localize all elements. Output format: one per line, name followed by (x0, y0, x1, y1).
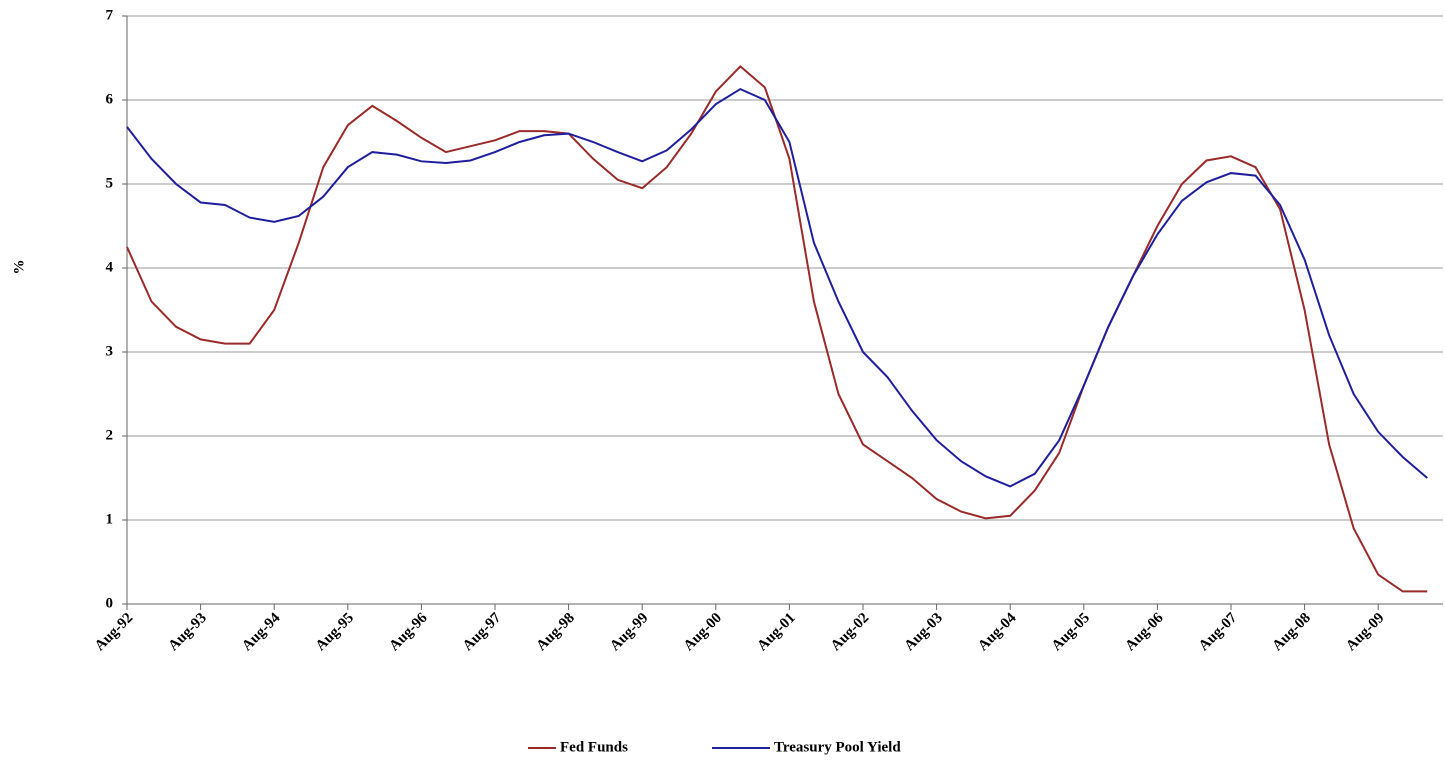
y-tick-label: 3 (106, 343, 114, 359)
x-tick-label: Aug-92 (92, 610, 136, 654)
x-tick-label: Aug-95 (313, 610, 357, 654)
y-tick-label: 1 (106, 511, 114, 527)
x-tick-label: Aug-97 (460, 610, 505, 655)
x-tick-label: Aug-96 (386, 610, 431, 655)
x-tick-label: Aug-94 (239, 610, 284, 655)
x-tick-label: Aug-08 (1270, 610, 1314, 654)
x-tick-label: Aug-05 (1049, 610, 1093, 654)
y-tick-label: 4 (106, 259, 114, 275)
y-tick-label: 0 (106, 595, 114, 611)
x-tick-label: Aug-07 (1196, 610, 1241, 655)
x-tick-label: Aug-93 (166, 610, 210, 654)
x-tick-label: Aug-04 (975, 610, 1020, 655)
y-tick-label: 7 (106, 7, 114, 23)
x-tick-label: Aug-03 (902, 610, 946, 654)
legend-label: Treasury Pool Yield (774, 739, 901, 755)
x-tick-label: Aug-02 (828, 610, 872, 654)
x-tick-label: Aug-09 (1343, 610, 1387, 654)
series-line (126, 65, 1428, 593)
x-tick-label: Aug-06 (1122, 610, 1167, 655)
x-tick-label: Aug-99 (607, 610, 651, 654)
series-line (126, 87, 1428, 488)
y-tick-label: 6 (106, 91, 114, 107)
y-tick-label: 5 (106, 175, 114, 191)
y-tick-label: 2 (106, 427, 114, 443)
x-tick-label: Aug-01 (754, 610, 798, 654)
x-tick-label: Aug-98 (534, 610, 578, 654)
legend-label: Fed Funds (560, 739, 628, 755)
y-axis-label: % (11, 260, 27, 275)
x-tick-label: Aug-00 (681, 610, 725, 654)
